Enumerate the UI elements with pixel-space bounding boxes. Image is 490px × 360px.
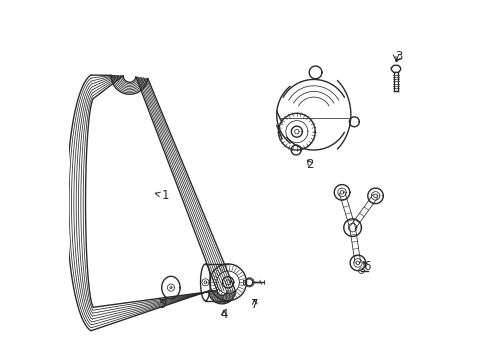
- Text: 3: 3: [395, 50, 402, 63]
- Text: 6: 6: [363, 260, 370, 273]
- Text: 5: 5: [158, 298, 166, 311]
- Text: 4: 4: [220, 308, 227, 321]
- Text: 1: 1: [155, 189, 170, 202]
- Text: 2: 2: [307, 158, 314, 171]
- Text: 7: 7: [251, 298, 259, 311]
